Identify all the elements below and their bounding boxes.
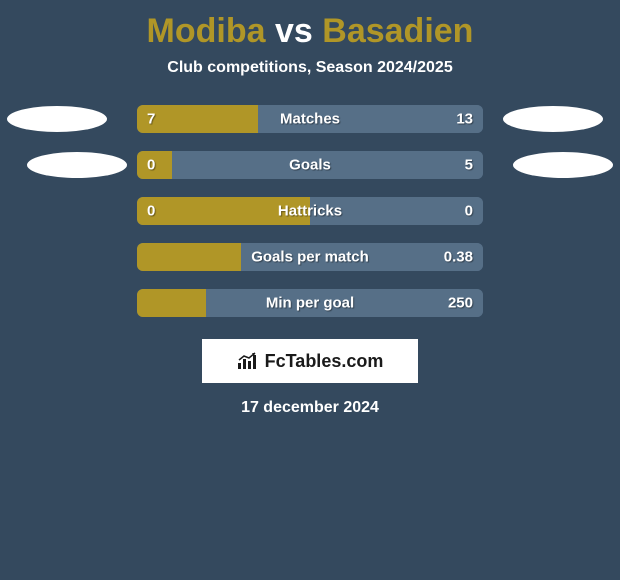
stat-bar: 0.38 Goals per match <box>137 243 483 271</box>
spacer <box>17 198 117 224</box>
player2-name: Basadien <box>322 12 473 50</box>
team-badge-right <box>503 106 603 132</box>
spacer <box>17 244 117 270</box>
stat-row: 0.38 Goals per match <box>0 243 620 271</box>
brand-box[interactable]: FcTables.com <box>202 339 418 383</box>
comparison-card: Modiba vs Basadien Club competitions, Se… <box>0 0 620 417</box>
stat-value-left: 7 <box>147 111 155 128</box>
stat-label: Min per goal <box>266 295 354 312</box>
stat-value-right: 0 <box>465 203 473 220</box>
stat-label: Hattricks <box>278 203 342 220</box>
player1-name: Modiba <box>147 12 266 50</box>
stat-label: Goals <box>289 157 331 174</box>
stat-bar: 250 Min per goal <box>137 289 483 317</box>
team-badge-left <box>27 152 127 178</box>
stat-row: 0 5 Goals <box>0 151 620 179</box>
team-badge-left <box>7 106 107 132</box>
stat-label: Goals per match <box>251 249 369 266</box>
chart-icon <box>237 352 259 370</box>
spacer <box>17 290 117 316</box>
spacer <box>503 290 603 316</box>
stat-label: Matches <box>280 111 340 128</box>
stat-bar: 0 0 Hattricks <box>137 197 483 225</box>
team-badge-right <box>513 152 613 178</box>
stat-row: 250 Min per goal <box>0 289 620 317</box>
stat-rows: 7 13 Matches 0 5 Goals 0 0 Hattricks 0.38 Goals pe… <box>0 105 620 317</box>
bar-fill-left <box>137 243 241 271</box>
stat-row: 0 0 Hattricks <box>0 197 620 225</box>
spacer <box>503 244 603 270</box>
date-label: 17 december 2024 <box>241 399 379 417</box>
stat-value-right: 0.38 <box>444 249 473 266</box>
spacer <box>503 198 603 224</box>
stat-value-left: 0 <box>147 157 155 174</box>
stat-bar: 7 13 Matches <box>137 105 483 133</box>
stat-value-right: 5 <box>465 157 473 174</box>
stat-value-left: 0 <box>147 203 155 220</box>
page-title: Modiba vs Basadien <box>147 12 474 51</box>
brand-text: FcTables.com <box>265 351 384 372</box>
bar-fill-left <box>137 289 206 317</box>
stat-bar: 0 5 Goals <box>137 151 483 179</box>
stat-value-right: 250 <box>448 295 473 312</box>
stat-value-right: 13 <box>456 111 473 128</box>
stat-row: 7 13 Matches <box>0 105 620 133</box>
vs-label: vs <box>275 12 313 50</box>
subtitle: Club competitions, Season 2024/2025 <box>167 59 452 77</box>
